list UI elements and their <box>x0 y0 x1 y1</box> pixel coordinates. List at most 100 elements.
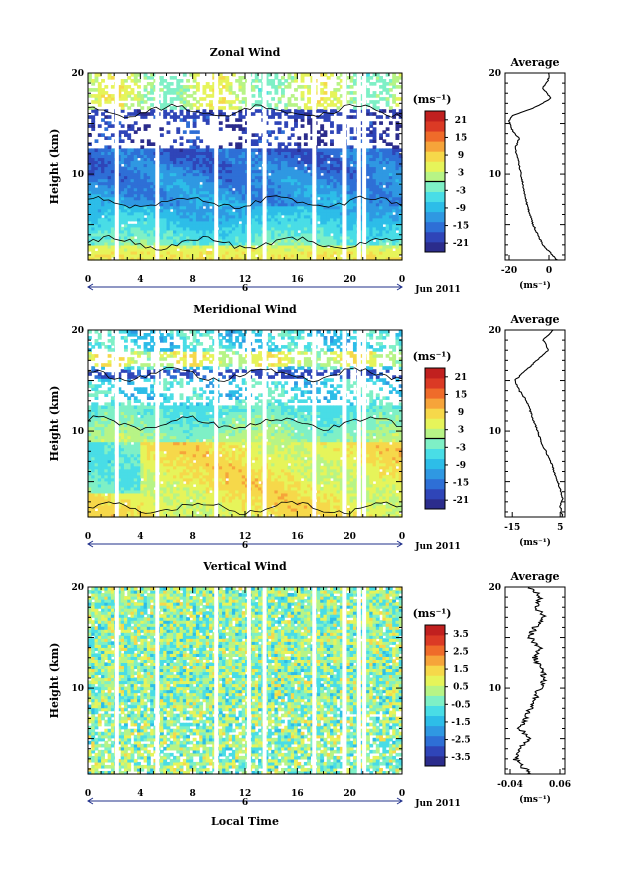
heatmap-cell <box>205 193 210 198</box>
heatmap-cell <box>284 241 289 246</box>
heatmap-cells <box>88 73 403 261</box>
heatmap-cell <box>195 181 200 186</box>
heatmap-cell <box>267 241 272 246</box>
heatmap-cell <box>166 250 171 255</box>
heatmap-cell <box>195 244 200 249</box>
heatmap-cell <box>192 85 197 89</box>
heatmap-cell <box>182 241 187 246</box>
heatmap-cell <box>280 199 285 204</box>
heatmap-cell <box>199 169 204 174</box>
heatmap-cell <box>297 163 302 168</box>
heatmap-cell <box>150 223 155 228</box>
heatmap-cell <box>231 124 236 128</box>
heatmap-cell <box>140 202 145 207</box>
heatmap-cell <box>195 106 200 110</box>
heatmap-cell <box>228 148 233 153</box>
heatmap-cell <box>267 142 272 146</box>
heatmap-cell <box>130 235 135 240</box>
heatmap-cell <box>271 232 276 237</box>
heatmap-cell <box>222 169 226 174</box>
heatmap-cell <box>218 91 223 95</box>
heatmap-cell <box>300 199 305 204</box>
heatmap-cell <box>143 112 148 116</box>
heatmap-cell <box>127 244 132 249</box>
heatmap-cell <box>202 115 207 119</box>
heatmap-cell <box>137 208 141 213</box>
heatmap-cell <box>241 199 246 204</box>
heatmap-cell <box>110 199 115 204</box>
heatmap-cell <box>110 187 115 192</box>
heatmap-cell <box>290 250 295 255</box>
heatmap-cell <box>146 253 151 258</box>
heatmap-cell <box>254 247 259 252</box>
heatmap-cell <box>290 193 295 198</box>
heatmap-cell <box>238 208 243 213</box>
heatmap-cell <box>97 217 102 222</box>
heatmap-cell <box>294 103 298 107</box>
heatmap-cell <box>254 229 259 234</box>
heatmap-cell <box>297 214 302 219</box>
heatmap-cell <box>94 250 99 255</box>
heatmap-cell <box>274 250 279 255</box>
heatmap-cell <box>251 247 256 252</box>
heatmap-cell <box>176 148 181 153</box>
heatmap-cell <box>238 253 243 258</box>
heatmap-cell <box>280 250 285 255</box>
heatmap-cell <box>199 208 204 213</box>
heatmap-cell <box>130 223 135 228</box>
heatmap-cell <box>192 79 197 83</box>
heatmap-cell <box>127 199 132 204</box>
heatmap-cell <box>94 202 99 207</box>
heatmap-cell <box>241 97 246 101</box>
heatmap-cell <box>176 172 181 177</box>
heatmap-cell <box>287 250 292 255</box>
heatmap-cell <box>287 115 292 119</box>
heatmap-cell <box>107 238 112 243</box>
heatmap-cell <box>238 85 243 89</box>
heatmap-cell <box>395 103 400 107</box>
heatmap-cell <box>225 208 230 213</box>
heatmap-cell <box>225 253 230 258</box>
heatmap-cell <box>88 160 92 165</box>
heatmap-cell <box>199 199 204 204</box>
heatmap-cell <box>117 184 122 189</box>
heatmap-cell <box>140 97 145 101</box>
heatmap-cell <box>166 190 171 195</box>
heatmap-cell <box>101 178 105 183</box>
heatmap-cell <box>235 241 240 246</box>
heatmap-cell <box>117 151 122 156</box>
heatmap-cell <box>127 217 132 222</box>
heatmap-cell <box>182 100 187 104</box>
heatmap-cell <box>163 181 168 186</box>
heatmap-cell <box>199 256 204 261</box>
heatmap-cell <box>294 88 298 92</box>
heatmap-cell <box>176 235 181 240</box>
heatmap-cell <box>287 199 292 204</box>
heatmap-cell <box>349 127 354 131</box>
heatmap-cell <box>235 169 240 174</box>
heatmap-cell <box>140 235 145 240</box>
heatmap-cell <box>166 175 171 180</box>
heatmap-cell <box>241 232 246 237</box>
heatmap-cell <box>251 103 256 107</box>
heatmap-cell <box>97 208 102 213</box>
heatmap-cell <box>186 163 190 168</box>
heatmap-cell <box>284 184 289 189</box>
heatmap-cell <box>104 127 109 131</box>
heatmap-cell <box>133 82 138 86</box>
heatmap-cell <box>130 196 135 201</box>
heatmap-cell <box>176 181 181 186</box>
heatmap-cell <box>120 151 125 156</box>
heatmap-cell <box>199 217 204 222</box>
heatmap-cell <box>123 229 128 234</box>
heatmap-cell <box>88 124 92 128</box>
heatmap-cell <box>88 238 92 243</box>
heatmap-cell <box>133 181 138 186</box>
heatmap-cell <box>179 172 184 177</box>
heatmap-cell <box>294 211 298 216</box>
heatmap-cell <box>271 244 276 249</box>
heatmap-cell <box>140 190 145 195</box>
heatmap-cell <box>218 256 223 261</box>
heatmap-cell <box>146 217 151 222</box>
